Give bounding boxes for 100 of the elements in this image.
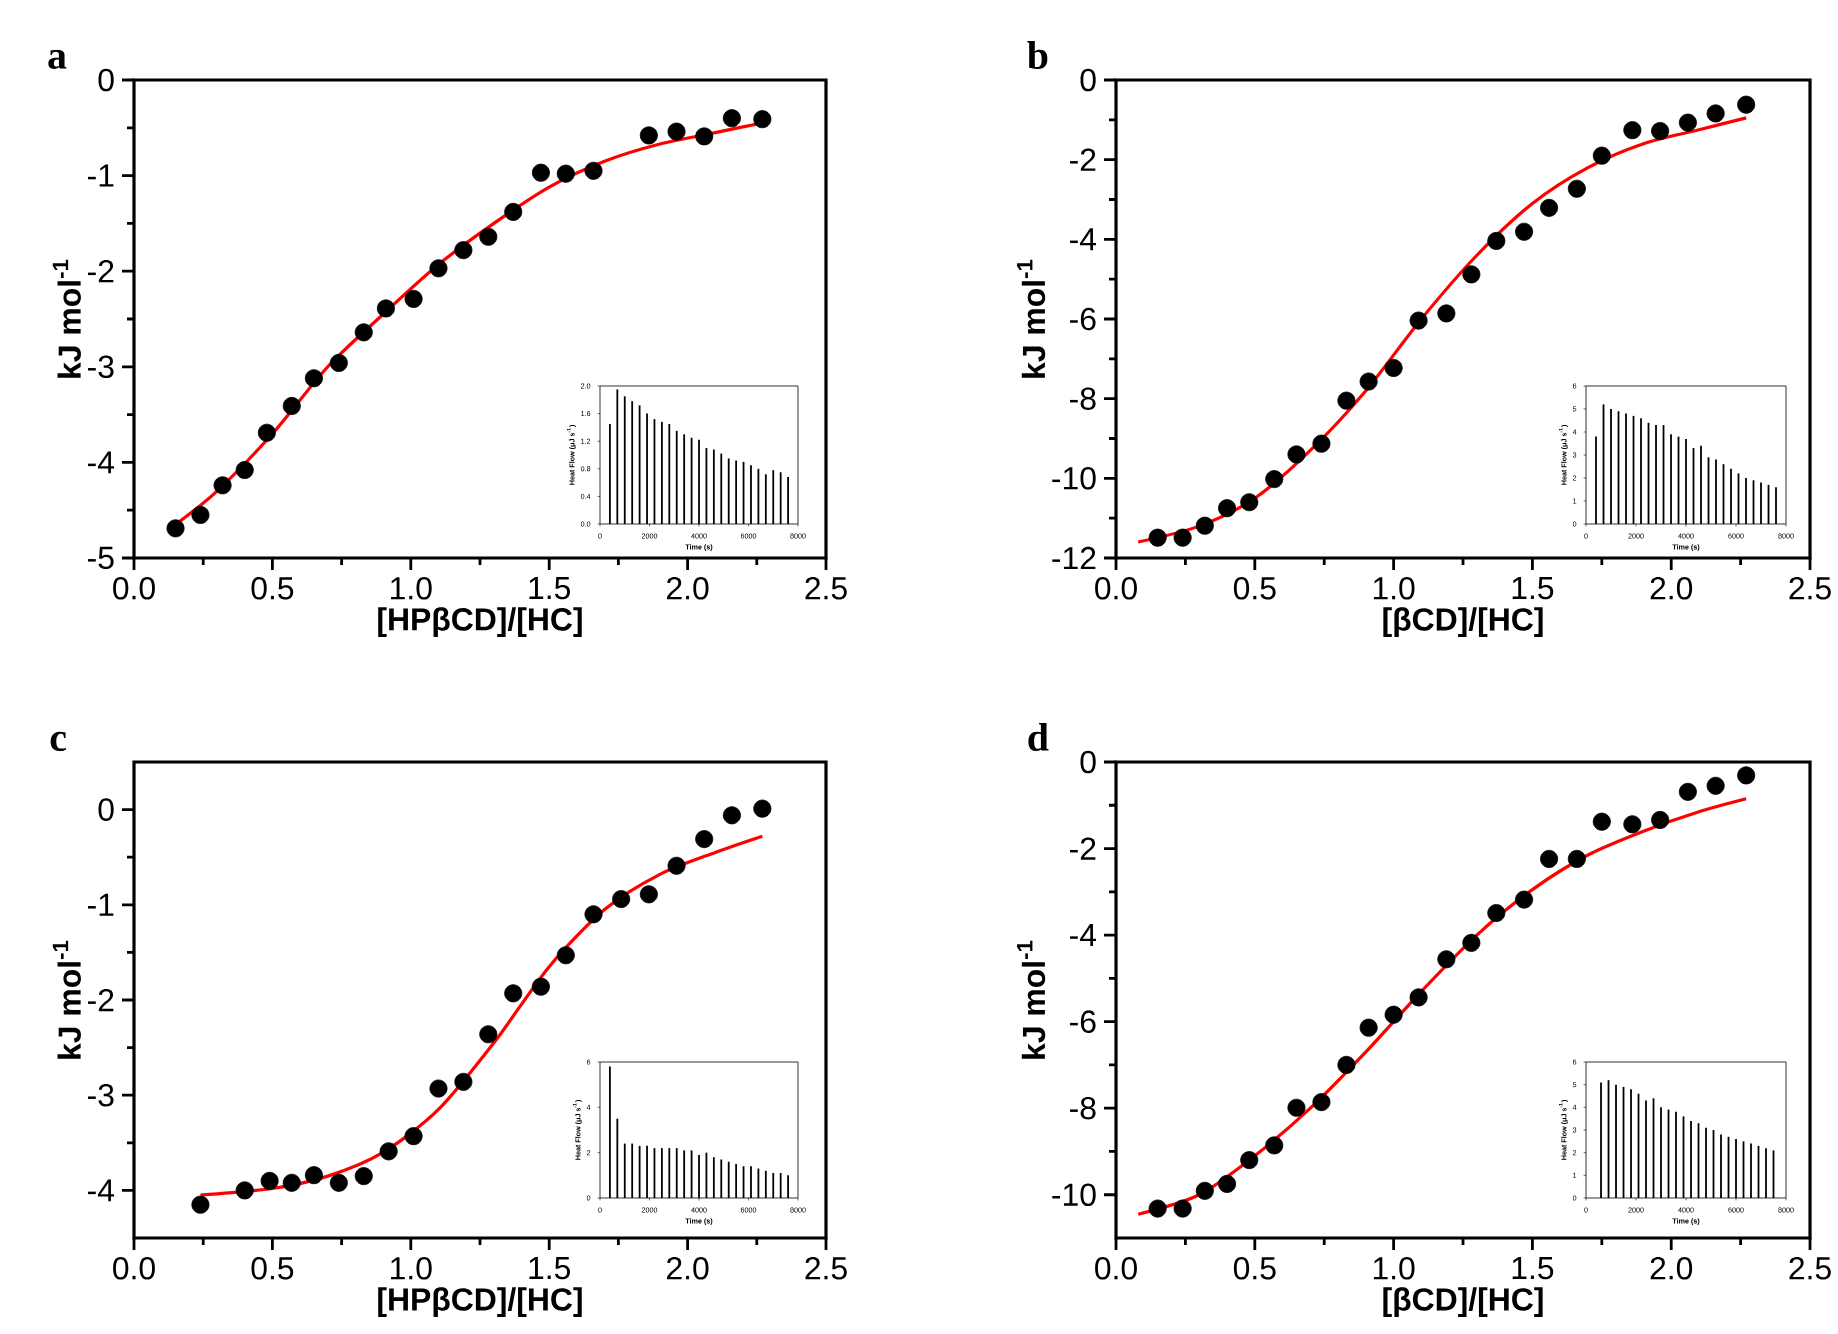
x-tick-label: 1.5 [1512,577,1554,600]
point [639,885,658,904]
y-tick-label: -2 [88,988,114,1012]
x-tick-label: 0.5 [1233,577,1276,600]
point [1240,1151,1259,1170]
point [1651,121,1670,140]
point [1540,849,1559,868]
point [454,241,473,260]
point [1337,1055,1356,1074]
point [1218,1174,1237,1193]
point [329,1173,348,1192]
point [584,161,603,180]
y-tick-label: -8 [1070,1096,1096,1120]
point [376,299,395,318]
point [667,122,686,141]
point [504,984,523,1003]
x-tick-label: 2.0 [667,577,709,600]
y-tick-label: -2 [88,260,114,283]
x-tick-label: 2.0 [1650,577,1693,600]
y-tick-label: -4 [88,1179,115,1202]
point [1287,445,1306,464]
x-tick-label: 0.5 [251,577,294,600]
point [722,806,741,825]
y-tick-label: -4 [1070,228,1097,251]
x-tick-label: 2.0 [667,1257,709,1280]
y-tick-label: -4 [1070,924,1097,947]
point [531,163,550,182]
x-tick-label: 1.0 [1373,577,1415,600]
point [1287,1098,1306,1117]
point [1737,95,1756,114]
point [722,109,741,128]
point [429,1079,448,1098]
point [639,126,658,145]
x-tick-label: 0.0 [113,577,155,600]
point [1148,528,1167,547]
point [213,476,232,495]
line-series [1136,797,1748,1216]
chart-title: c [50,731,66,752]
x-tick-label: 1.0 [391,1257,432,1280]
x-tick-label: 2.5 [1789,1257,1831,1280]
point [667,856,686,875]
y-tick-label: 0 [1080,750,1096,774]
point [379,1142,398,1161]
point [1195,1181,1214,1200]
point [1359,1018,1378,1037]
point [454,1072,473,1091]
point [1706,104,1725,123]
point [1265,1136,1284,1155]
y-tick-label: -4 [88,451,115,474]
point [257,423,276,442]
x-axis-title: [βCD]/[HC] [1383,607,1543,638]
point [1148,1199,1167,1218]
point [282,1173,301,1192]
point [1623,121,1642,140]
point [235,461,254,480]
point [1173,1199,1192,1218]
point [429,259,448,278]
point [329,353,348,372]
point [1592,146,1611,165]
point [1515,890,1534,909]
point [404,1127,423,1146]
point [260,1171,279,1190]
point [1592,812,1611,831]
point [1678,113,1697,132]
line-series [1136,116,1748,544]
point [1218,499,1237,518]
x-axis-title: [HPβCD]/[HC] [378,1287,582,1318]
x-tick-label: 0.0 [1095,577,1137,600]
point [1567,179,1586,198]
chart-title: d [1028,722,1049,751]
x-tick-label: 1.0 [391,577,432,600]
point [556,946,575,965]
point [1567,849,1586,868]
y-tick-label: -10 [1052,1183,1096,1207]
x-tick-label: 0.0 [1095,1257,1137,1280]
x-tick-label: 0.5 [251,1257,294,1280]
point [191,505,210,524]
x-tick-label: 2.5 [805,1257,847,1280]
point [753,799,772,818]
x-tick-label: 0.5 [1233,1257,1276,1280]
y-tick-label: -5 [88,546,114,570]
point [1737,766,1756,785]
x-axis-title: [βCD]/[HC] [1383,1287,1543,1318]
point [1437,950,1456,969]
x-tick-label: 2.0 [1650,1257,1693,1280]
x-axis-title: [HPβCD]/[HC] [378,607,582,637]
point [1678,782,1697,801]
y-tick-label: -3 [88,1083,114,1107]
point [479,227,498,246]
y-axis-title: kJ mol$^{-1}$ [52,259,81,378]
point [1384,358,1403,377]
point [1240,493,1259,512]
x-tick-label: 1.5 [1512,1257,1554,1280]
point [1515,222,1534,241]
chart-title: a [48,49,67,69]
point [1409,988,1428,1007]
point [1462,933,1481,952]
y-tick-label: -2 [1070,148,1096,171]
y-tick-label: -1 [88,164,114,187]
y-axis-title: kJ mol$^{-1}$ [1017,940,1046,1059]
